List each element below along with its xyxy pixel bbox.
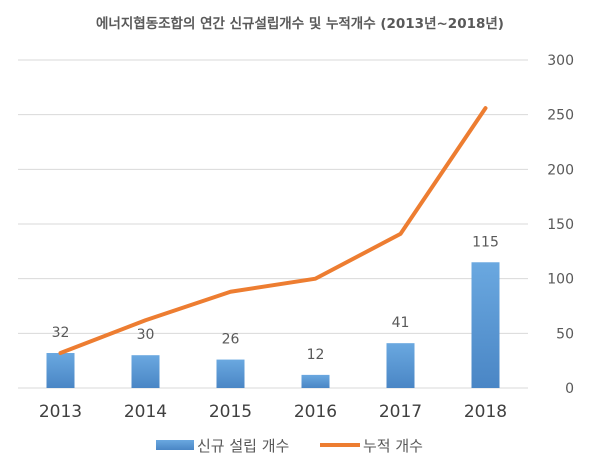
bar-2015 — [216, 359, 245, 388]
y-axis-ticks: 0 50 100 150 200 250 300 — [547, 53, 574, 397]
bar-data-labels: 32 30 26 12 41 115 — [52, 234, 499, 363]
bar-2018 — [471, 262, 500, 388]
y-tick-label: 150 — [547, 217, 574, 233]
x-tick-label: 2017 — [379, 402, 422, 422]
y-tick-label: 200 — [547, 162, 574, 178]
cumulative-line — [58, 106, 488, 356]
gridlines — [18, 59, 528, 389]
bar-2016 — [301, 374, 330, 388]
bar-series — [46, 262, 500, 388]
bar-value-label: 30 — [137, 327, 155, 343]
x-tick-label: 2018 — [464, 402, 507, 422]
y-tick-label: 250 — [547, 108, 574, 124]
legend-bar-swatch — [156, 440, 194, 450]
x-axis-ticks: 2013 2014 2015 2016 2017 2018 — [39, 402, 507, 422]
legend-bar-label: 신규 설립 개수 — [197, 437, 289, 455]
bar-value-label: 32 — [52, 325, 70, 341]
y-tick-label: 50 — [556, 326, 574, 342]
line-series — [58, 106, 488, 356]
y-tick-label: 100 — [547, 272, 574, 288]
x-tick-label: 2014 — [124, 402, 167, 422]
y-tick-label: 300 — [547, 53, 574, 69]
bar-value-label: 115 — [472, 234, 499, 250]
bar-2014 — [131, 355, 160, 388]
bar-2017 — [386, 343, 415, 388]
bar-value-label: 12 — [307, 347, 325, 363]
x-tick-label: 2013 — [39, 402, 82, 422]
bar-value-label: 26 — [222, 332, 240, 348]
chart-title: 에너지협동조합의 연간 신규설립개수 및 누적개수 (2013년~2018년) — [96, 15, 504, 32]
bar-value-label: 41 — [392, 315, 410, 331]
bar-2013 — [46, 353, 75, 388]
x-tick-label: 2015 — [209, 402, 252, 422]
x-tick-label: 2016 — [294, 402, 337, 422]
y-tick-label: 0 — [565, 381, 574, 397]
legend: 신규 설립 개수 누적 개수 — [156, 437, 423, 455]
legend-line-label: 누적 개수 — [363, 437, 423, 455]
